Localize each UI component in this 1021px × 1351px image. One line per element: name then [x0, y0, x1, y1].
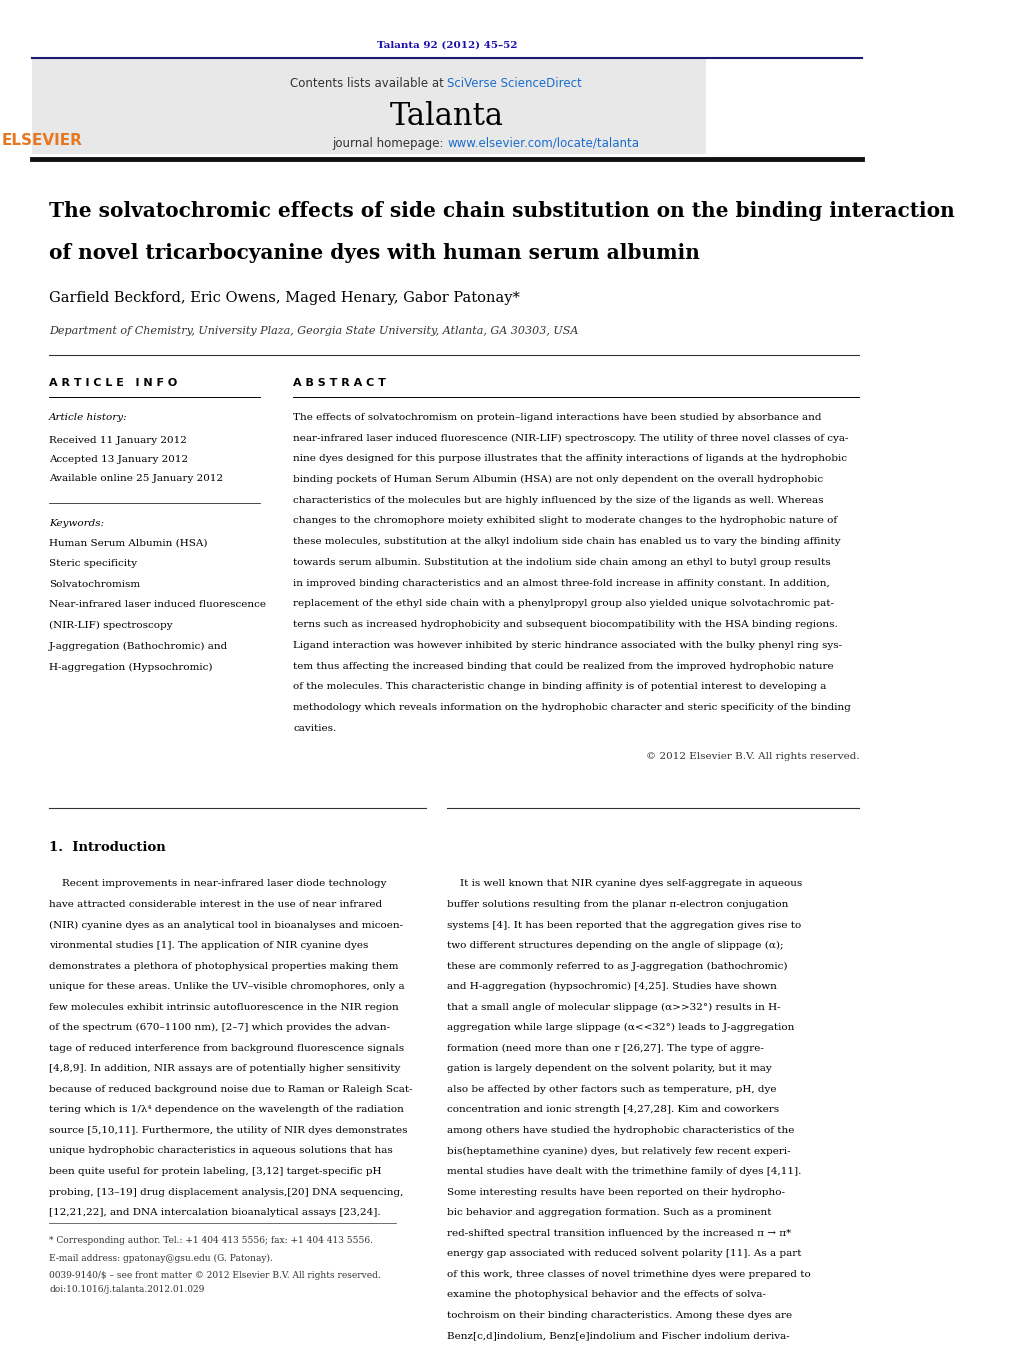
Text: in improved binding characteristics and an almost three-fold increase in affinit: in improved binding characteristics and …	[293, 578, 830, 588]
Text: Talanta: Talanta	[390, 101, 504, 132]
Text: source [5,10,11]. Furthermore, the utility of NIR dyes demonstrates: source [5,10,11]. Furthermore, the utili…	[49, 1125, 407, 1135]
Text: tem thus affecting the increased binding that could be realized from the improve: tem thus affecting the increased binding…	[293, 662, 834, 670]
Text: formation (need more than one r [26,27]. The type of aggre-: formation (need more than one r [26,27].…	[447, 1044, 764, 1052]
Text: (NIR) cyanine dyes as an analytical tool in bioanalyses and micoen-: (NIR) cyanine dyes as an analytical tool…	[49, 920, 403, 929]
Text: [12,21,22], and DNA intercalation bioanalytical assays [23,24].: [12,21,22], and DNA intercalation bioana…	[49, 1208, 381, 1217]
Text: Contents lists available at: Contents lists available at	[290, 77, 447, 91]
Text: mental studies have dealt with the trimethine family of dyes [4,11].: mental studies have dealt with the trime…	[447, 1167, 801, 1175]
Text: unique hydrophobic characteristics in aqueous solutions that has: unique hydrophobic characteristics in aq…	[49, 1147, 393, 1155]
Text: and H-aggregation (hypsochromic) [4,25]. Studies have shown: and H-aggregation (hypsochromic) [4,25].…	[447, 982, 777, 992]
Text: Accepted 13 January 2012: Accepted 13 January 2012	[49, 455, 188, 465]
Text: It is well known that NIR cyanine dyes self-aggregate in aqueous: It is well known that NIR cyanine dyes s…	[447, 880, 801, 889]
Text: doi:10.1016/j.talanta.2012.01.029: doi:10.1016/j.talanta.2012.01.029	[49, 1285, 204, 1294]
Text: 0039-9140/$ – see front matter © 2012 Elsevier B.V. All rights reserved.: 0039-9140/$ – see front matter © 2012 El…	[49, 1271, 381, 1279]
Text: examine the photophysical behavior and the effects of solva-: examine the photophysical behavior and t…	[447, 1290, 766, 1300]
Text: been quite useful for protein labeling, [3,12] target-specific pH: been quite useful for protein labeling, …	[49, 1167, 382, 1175]
Text: of the spectrum (670–1100 nm), [2–7] which provides the advan-: of the spectrum (670–1100 nm), [2–7] whi…	[49, 1023, 390, 1032]
Text: Some interesting results have been reported on their hydropho-: Some interesting results have been repor…	[447, 1188, 785, 1197]
Text: systems [4]. It has been reported that the aggregation gives rise to: systems [4]. It has been reported that t…	[447, 920, 800, 929]
Text: Talanta 92 (2012) 45–52: Talanta 92 (2012) 45–52	[377, 41, 518, 50]
Text: © 2012 Elsevier B.V. All rights reserved.: © 2012 Elsevier B.V. All rights reserved…	[645, 753, 860, 761]
Text: Recent improvements in near-infrared laser diode technology: Recent improvements in near-infrared las…	[49, 880, 387, 889]
Text: A R T I C L E   I N F O: A R T I C L E I N F O	[49, 378, 178, 388]
Text: among others have studied the hydrophobic characteristics of the: among others have studied the hydrophobi…	[447, 1125, 794, 1135]
Text: that a small angle of molecular slippage (α>>32°) results in H-: that a small angle of molecular slippage…	[447, 1002, 780, 1012]
Text: because of reduced background noise due to Raman or Raleigh Scat-: because of reduced background noise due …	[49, 1085, 412, 1094]
Text: binding pockets of Human Serum Albumin (HSA) are not only dependent on the overa: binding pockets of Human Serum Albumin (…	[293, 476, 824, 484]
Text: The effects of solvatochromism on protein–ligand interactions have been studied : The effects of solvatochromism on protei…	[293, 413, 822, 422]
Text: unique for these areas. Unlike the UV–visible chromophores, only a: unique for these areas. Unlike the UV–vi…	[49, 982, 404, 992]
Text: terns such as increased hydrophobicity and subsequent biocompatibility with the : terns such as increased hydrophobicity a…	[293, 620, 838, 630]
Text: Steric specificity: Steric specificity	[49, 559, 137, 567]
Text: Article history:: Article history:	[49, 413, 128, 422]
Text: changes to the chromophore moiety exhibited slight to moderate changes to the hy: changes to the chromophore moiety exhibi…	[293, 516, 837, 526]
Text: Garfield Beckford, Eric Owens, Maged Henary, Gabor Patonay*: Garfield Beckford, Eric Owens, Maged Hen…	[49, 292, 520, 305]
Text: J-aggregation (Bathochromic) and: J-aggregation (Bathochromic) and	[49, 642, 229, 651]
Text: few molecules exhibit intrinsic autofluorescence in the NIR region: few molecules exhibit intrinsic autofluo…	[49, 1002, 399, 1012]
Text: Solvatochromism: Solvatochromism	[49, 580, 140, 589]
Text: * Corresponding author. Tel.: +1 404 413 5556; fax: +1 404 413 5556.: * Corresponding author. Tel.: +1 404 413…	[49, 1236, 374, 1246]
Text: Ligand interaction was however inhibited by steric hindrance associated with the: Ligand interaction was however inhibited…	[293, 640, 842, 650]
Text: A B S T R A C T: A B S T R A C T	[293, 378, 386, 388]
Text: concentration and ionic strength [4,27,28]. Kim and coworkers: concentration and ionic strength [4,27,2…	[447, 1105, 779, 1115]
Text: bis(heptamethine cyanine) dyes, but relatively few recent experi-: bis(heptamethine cyanine) dyes, but rela…	[447, 1147, 790, 1155]
Text: have attracted considerable interest in the use of near infrared: have attracted considerable interest in …	[49, 900, 382, 909]
Text: bic behavior and aggregation formation. Such as a prominent: bic behavior and aggregation formation. …	[447, 1208, 771, 1217]
Text: probing, [13–19] drug displacement analysis,[20] DNA sequencing,: probing, [13–19] drug displacement analy…	[49, 1188, 403, 1197]
Text: nine dyes designed for this purpose illustrates that the affinity interactions o: nine dyes designed for this purpose illu…	[293, 454, 847, 463]
Text: The solvatochromic effects of side chain substitution on the binding interaction: The solvatochromic effects of side chain…	[49, 200, 955, 220]
Text: ELSEVIER: ELSEVIER	[2, 134, 83, 149]
Text: Received 11 January 2012: Received 11 January 2012	[49, 436, 187, 444]
Text: Benz[c,d]indolium, Benz[e]indolium and Fischer indolium deriva-: Benz[c,d]indolium, Benz[e]indolium and F…	[447, 1331, 789, 1340]
Text: H-aggregation (Hypsochromic): H-aggregation (Hypsochromic)	[49, 662, 212, 671]
Text: aggregation while large slippage (α<<32°) leads to J-aggregation: aggregation while large slippage (α<<32°…	[447, 1023, 794, 1032]
Text: gation is largely dependent on the solvent polarity, but it may: gation is largely dependent on the solve…	[447, 1065, 772, 1073]
Text: energy gap associated with reduced solvent polarity [11]. As a part: energy gap associated with reduced solve…	[447, 1250, 801, 1258]
Text: characteristics of the molecules but are highly influenced by the size of the li: characteristics of the molecules but are…	[293, 496, 824, 505]
Text: cavities.: cavities.	[293, 724, 337, 732]
Text: replacement of the ethyl side chain with a phenylpropyl group also yielded uniqu: replacement of the ethyl side chain with…	[293, 600, 834, 608]
Text: methodology which reveals information on the hydrophobic character and steric sp: methodology which reveals information on…	[293, 703, 852, 712]
Text: of the molecules. This characteristic change in binding affinity is of potential: of the molecules. This characteristic ch…	[293, 682, 827, 692]
Text: demonstrates a plethora of photophysical properties making them: demonstrates a plethora of photophysical…	[49, 962, 398, 970]
Text: these are commonly referred to as J-aggregation (bathochromic): these are commonly referred to as J-aggr…	[447, 962, 787, 971]
Text: near-infrared laser induced fluorescence (NIR-LIF) spectroscopy. The utility of : near-infrared laser induced fluorescence…	[293, 434, 848, 443]
Text: towards serum albumin. Substitution at the indolium side chain among an ethyl to: towards serum albumin. Substitution at t…	[293, 558, 831, 567]
Text: [4,8,9]. In addition, NIR assays are of potentially higher sensitivity: [4,8,9]. In addition, NIR assays are of …	[49, 1065, 400, 1073]
Text: E-mail address: gpatonay@gsu.edu (G. Patonay).: E-mail address: gpatonay@gsu.edu (G. Pat…	[49, 1254, 273, 1263]
Text: journal homepage:: journal homepage:	[332, 136, 447, 150]
Text: vironmental studies [1]. The application of NIR cyanine dyes: vironmental studies [1]. The application…	[49, 942, 369, 950]
Text: two different structures depending on the angle of slippage (α);: two different structures depending on th…	[447, 942, 783, 950]
Text: these molecules, substitution at the alkyl indolium side chain has enabled us to: these molecules, substitution at the alk…	[293, 538, 841, 546]
Text: tochroism on their binding characteristics. Among these dyes are: tochroism on their binding characteristi…	[447, 1310, 792, 1320]
Text: tage of reduced interference from background fluorescence signals: tage of reduced interference from backgr…	[49, 1044, 404, 1052]
Text: of this work, three classes of novel trimethine dyes were prepared to: of this work, three classes of novel tri…	[447, 1270, 811, 1279]
Text: tering which is 1/λ⁴ dependence on the wavelength of the radiation: tering which is 1/λ⁴ dependence on the w…	[49, 1105, 404, 1115]
Text: also be affected by other factors such as temperature, pH, dye: also be affected by other factors such a…	[447, 1085, 776, 1094]
Text: SciVerse ScienceDirect: SciVerse ScienceDirect	[447, 77, 582, 91]
Text: Near-infrared laser induced fluorescence: Near-infrared laser induced fluorescence	[49, 600, 266, 609]
Text: buffer solutions resulting from the planar π-electron conjugation: buffer solutions resulting from the plan…	[447, 900, 788, 909]
Text: www.elsevier.com/locate/talanta: www.elsevier.com/locate/talanta	[447, 136, 639, 150]
Text: Department of Chemistry, University Plaza, Georgia State University, Atlanta, GA: Department of Chemistry, University Plaz…	[49, 326, 579, 336]
Text: Available online 25 January 2012: Available online 25 January 2012	[49, 474, 224, 484]
Text: 1.  Introduction: 1. Introduction	[49, 840, 166, 854]
Text: red-shifted spectral transition influenced by the increased π → π*: red-shifted spectral transition influenc…	[447, 1228, 791, 1238]
Bar	[33, 58, 707, 154]
Text: (NIR-LIF) spectroscopy: (NIR-LIF) spectroscopy	[49, 621, 173, 630]
Text: of novel tricarbocyanine dyes with human serum albumin: of novel tricarbocyanine dyes with human…	[49, 243, 700, 263]
Text: Keywords:: Keywords:	[49, 519, 104, 528]
Text: Human Serum Albumin (HSA): Human Serum Albumin (HSA)	[49, 538, 207, 547]
